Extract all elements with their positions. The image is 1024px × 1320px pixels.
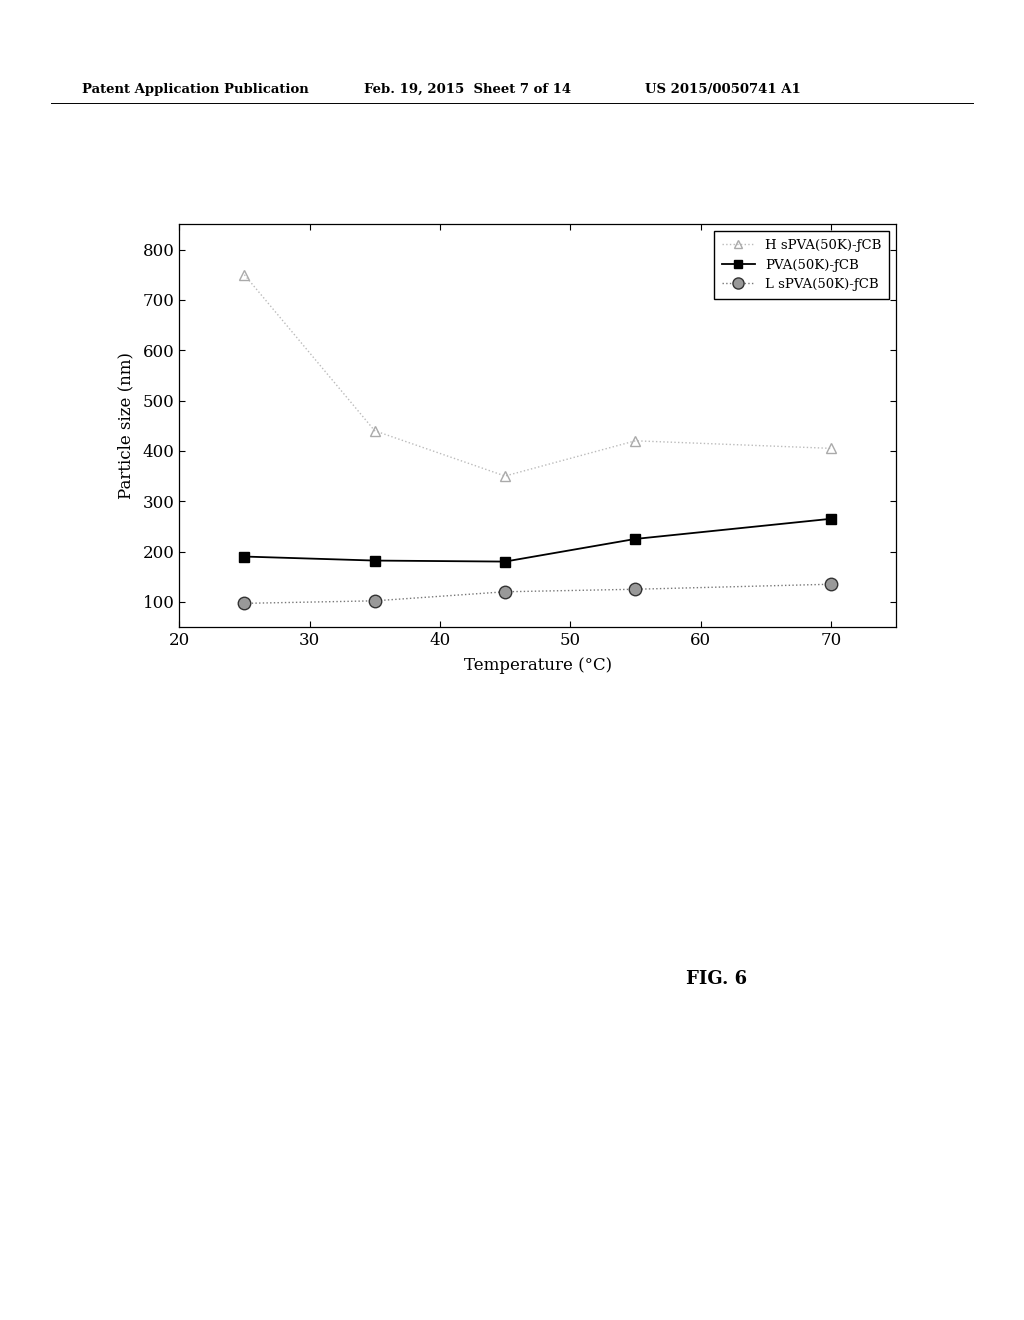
L sPVA(50K)-ƒCB (824, 577, 837, 593)
L sPVA(50K)-ƒCB (369, 593, 381, 609)
PVA(50K)-ƒCB (629, 531, 641, 546)
Text: Patent Application Publication: Patent Application Publication (82, 83, 308, 96)
H sPVA(50K)-ƒCB (239, 267, 251, 282)
X-axis label: Temperature (°C): Temperature (°C) (464, 657, 611, 675)
Text: Feb. 19, 2015  Sheet 7 of 14: Feb. 19, 2015 Sheet 7 of 14 (364, 83, 570, 96)
H sPVA(50K)-ƒCB (499, 469, 511, 484)
Line: H sPVA(50K)-ƒCB: H sPVA(50K)-ƒCB (240, 269, 836, 480)
Y-axis label: Particle size (nm): Particle size (nm) (117, 352, 134, 499)
H sPVA(50K)-ƒCB (369, 422, 381, 438)
Legend: H sPVA(50K)-ƒCB, PVA(50K)-ƒCB, L sPVA(50K)-ƒCB: H sPVA(50K)-ƒCB, PVA(50K)-ƒCB, L sPVA(50… (714, 231, 890, 300)
L sPVA(50K)-ƒCB (629, 581, 641, 597)
PVA(50K)-ƒCB (369, 553, 381, 569)
H sPVA(50K)-ƒCB (824, 441, 837, 457)
Line: L sPVA(50K)-ƒCB: L sPVA(50K)-ƒCB (239, 578, 837, 610)
Text: US 2015/0050741 A1: US 2015/0050741 A1 (645, 83, 801, 96)
H sPVA(50K)-ƒCB (629, 433, 641, 449)
PVA(50K)-ƒCB (824, 511, 837, 527)
L sPVA(50K)-ƒCB (499, 583, 511, 599)
PVA(50K)-ƒCB (239, 549, 251, 565)
PVA(50K)-ƒCB (499, 553, 511, 569)
L sPVA(50K)-ƒCB (239, 595, 251, 611)
Text: FIG. 6: FIG. 6 (686, 970, 748, 989)
Line: PVA(50K)-ƒCB: PVA(50K)-ƒCB (240, 513, 836, 566)
